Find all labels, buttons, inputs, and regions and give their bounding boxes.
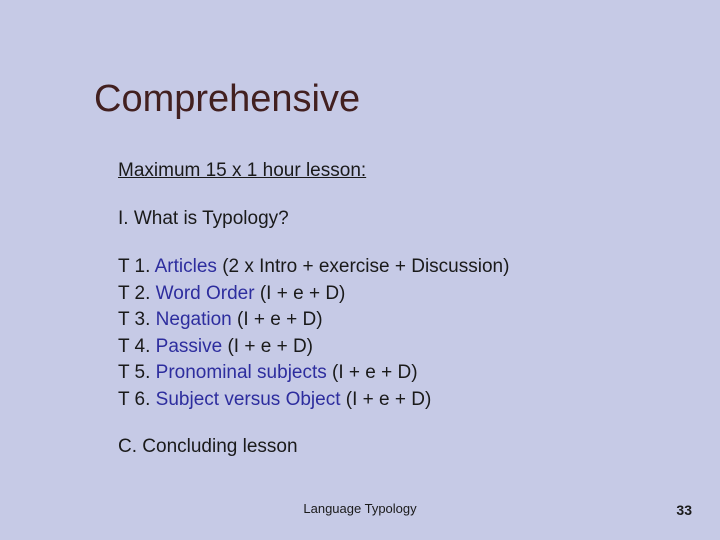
topic-detail: (I + e + D) [340, 389, 431, 410]
topic-prefix: T 5. [118, 362, 156, 383]
topic-prefix: T 2. [118, 283, 156, 304]
topic-name: Passive [156, 336, 223, 357]
topic-detail: (2 x Intro + exercise + Discussion) [217, 256, 510, 277]
page-number: 33 [676, 502, 692, 518]
topic-name: Articles [155, 256, 217, 277]
topic-row: T 3. Negation (I + e + D) [118, 307, 509, 334]
conclusion: C. Concluding lesson [118, 436, 298, 458]
topic-row: T 1. Articles (2 x Intro + exercise + Di… [118, 254, 509, 281]
topic-detail: (I + e + D) [327, 362, 418, 383]
topic-row: T 2. Word Order (I + e + D) [118, 281, 509, 308]
slide-subtitle: Maximum 15 x 1 hour lesson: [118, 160, 366, 182]
topic-detail: (I + e + D) [222, 336, 313, 357]
topic-row: T 5. Pronominal subjects (I + e + D) [118, 360, 509, 387]
slide-title: Comprehensive [94, 78, 360, 121]
topic-prefix: T 6. [118, 389, 156, 410]
topic-name: Subject versus Object [156, 389, 341, 410]
topic-row: T 6. Subject versus Object (I + e + D) [118, 387, 509, 414]
topic-name: Negation [156, 309, 232, 330]
topic-row: T 4. Passive (I + e + D) [118, 334, 509, 361]
topic-detail: (I + e + D) [232, 309, 323, 330]
slide: Comprehensive Maximum 15 x 1 hour lesson… [0, 0, 720, 540]
topic-list: T 1. Articles (2 x Intro + exercise + Di… [118, 254, 509, 414]
topic-name: Pronominal subjects [156, 362, 327, 383]
topic-name: Word Order [156, 283, 255, 304]
topic-prefix: T 4. [118, 336, 156, 357]
topic-prefix: T 3. [118, 309, 156, 330]
topic-prefix: T 1. [118, 256, 155, 277]
topic-detail: (I + e + D) [255, 283, 346, 304]
section-intro: I. What is Typology? [118, 208, 289, 230]
footer-text: Language Typology [0, 501, 720, 516]
